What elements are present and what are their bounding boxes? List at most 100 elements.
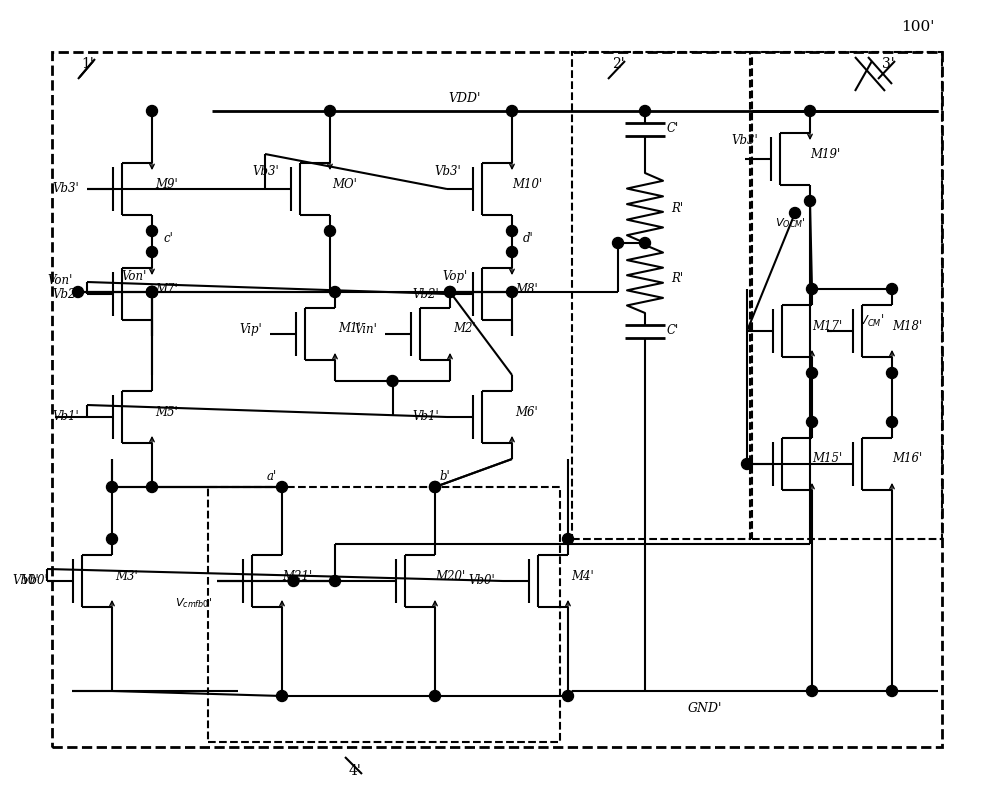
Circle shape	[807, 686, 818, 697]
Circle shape	[324, 105, 336, 117]
Circle shape	[887, 284, 898, 295]
Circle shape	[288, 575, 299, 586]
Text: VDD': VDD'	[449, 92, 481, 105]
Text: Vb0': Vb0'	[12, 574, 39, 587]
Text: M8': M8'	[516, 283, 538, 296]
Text: Vin': Vin'	[354, 324, 377, 336]
Circle shape	[507, 287, 518, 297]
Text: M21': M21'	[282, 570, 312, 582]
Circle shape	[807, 416, 818, 427]
Text: 2': 2'	[612, 57, 624, 71]
Circle shape	[146, 287, 158, 297]
Circle shape	[640, 237, 650, 248]
Circle shape	[146, 287, 158, 297]
Text: GND': GND'	[688, 702, 722, 715]
Text: M2': M2'	[454, 323, 476, 336]
Text: M15': M15'	[812, 452, 842, 466]
Text: Vb3': Vb3'	[732, 134, 758, 148]
Circle shape	[146, 287, 158, 297]
Circle shape	[887, 416, 898, 427]
Circle shape	[444, 287, 456, 297]
Circle shape	[507, 247, 518, 257]
Text: 3': 3'	[882, 57, 894, 71]
Text: Vb3': Vb3'	[253, 165, 279, 177]
Text: 1': 1'	[82, 57, 94, 71]
Text: Vb0': Vb0'	[468, 574, 495, 587]
Text: Vop': Vop'	[442, 271, 468, 284]
Circle shape	[106, 534, 118, 544]
Circle shape	[807, 368, 818, 379]
Circle shape	[106, 482, 118, 492]
Circle shape	[887, 368, 898, 379]
Circle shape	[72, 287, 84, 297]
Text: M18': M18'	[892, 320, 922, 332]
Text: R': R'	[671, 201, 683, 214]
Circle shape	[146, 287, 158, 297]
Text: c': c'	[163, 233, 173, 245]
Circle shape	[507, 225, 518, 237]
Text: b': b'	[440, 471, 450, 483]
Bar	[52, 52, 942, 747]
Circle shape	[790, 208, 800, 218]
Circle shape	[804, 105, 816, 117]
Text: M19': M19'	[810, 148, 840, 161]
Text: MO': MO'	[333, 177, 357, 190]
Bar	[208, 487, 560, 742]
Circle shape	[742, 459, 753, 470]
Text: M7': M7'	[156, 283, 178, 296]
Text: M10': M10'	[512, 177, 542, 190]
Text: M16': M16'	[892, 452, 922, 466]
Text: M20': M20'	[435, 570, 465, 582]
Circle shape	[507, 105, 518, 117]
Text: d': d'	[523, 233, 533, 245]
Circle shape	[330, 575, 340, 586]
Circle shape	[324, 225, 336, 237]
Circle shape	[807, 284, 818, 295]
Circle shape	[276, 690, 288, 702]
Text: C': C'	[667, 122, 679, 136]
Text: M3': M3'	[116, 570, 138, 582]
Text: M17': M17'	[812, 320, 842, 332]
Circle shape	[562, 534, 574, 544]
Circle shape	[429, 482, 440, 492]
Text: R': R'	[671, 272, 683, 284]
Text: a': a'	[267, 471, 277, 483]
Circle shape	[562, 690, 574, 702]
Circle shape	[804, 196, 816, 206]
Text: M1': M1'	[339, 323, 361, 336]
Circle shape	[429, 482, 440, 492]
Circle shape	[146, 105, 158, 117]
Circle shape	[887, 686, 898, 697]
Text: C': C'	[667, 324, 679, 337]
Text: M5': M5'	[156, 406, 178, 419]
Text: $V_{cmfb0}$': $V_{cmfb0}$'	[175, 596, 212, 610]
Circle shape	[444, 287, 456, 297]
Circle shape	[146, 482, 158, 492]
Circle shape	[146, 225, 158, 237]
Text: Vip': Vip'	[239, 324, 262, 336]
Circle shape	[329, 287, 340, 297]
Circle shape	[276, 482, 288, 492]
Text: Von': Von'	[48, 273, 73, 287]
Circle shape	[612, 237, 624, 248]
Text: Vb2': Vb2'	[52, 288, 79, 300]
Bar	[752, 52, 942, 539]
Bar	[572, 52, 750, 539]
Text: Vb3': Vb3'	[435, 165, 461, 177]
Text: M4': M4'	[572, 570, 594, 582]
Text: $V_{CM}$': $V_{CM}$'	[859, 313, 885, 329]
Text: M6': M6'	[516, 406, 538, 419]
Text: $V_{OCM}$': $V_{OCM}$'	[775, 216, 805, 230]
Text: Vb1': Vb1'	[52, 411, 79, 423]
Circle shape	[640, 105, 650, 117]
Text: 4': 4'	[349, 764, 361, 778]
Circle shape	[429, 690, 440, 702]
Circle shape	[387, 376, 398, 387]
Text: Vb1': Vb1'	[412, 411, 439, 423]
Text: 100': 100'	[901, 20, 935, 34]
Text: Von': Von'	[122, 271, 147, 284]
Text: Vb0': Vb0'	[21, 574, 48, 587]
Text: Vb2': Vb2'	[412, 288, 439, 300]
Circle shape	[146, 247, 158, 257]
Text: Vb3': Vb3'	[52, 182, 79, 196]
